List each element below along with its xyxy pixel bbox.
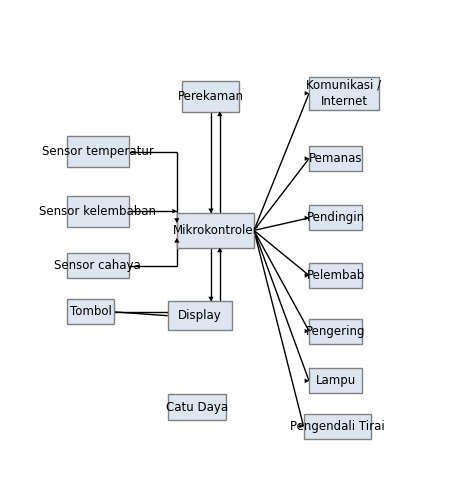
FancyBboxPatch shape <box>309 206 362 231</box>
Polygon shape <box>217 112 222 116</box>
FancyBboxPatch shape <box>177 213 254 248</box>
Text: Sensor cahaya: Sensor cahaya <box>55 259 141 272</box>
Text: Display: Display <box>178 309 222 322</box>
FancyBboxPatch shape <box>309 77 379 110</box>
Polygon shape <box>173 209 177 214</box>
Text: Pengering: Pengering <box>306 325 365 338</box>
FancyBboxPatch shape <box>66 196 129 227</box>
Polygon shape <box>305 273 309 278</box>
FancyBboxPatch shape <box>66 136 129 167</box>
Text: Sensor temperatur: Sensor temperatur <box>42 145 154 158</box>
Polygon shape <box>208 297 214 301</box>
Text: Pendingin: Pendingin <box>307 212 365 225</box>
Polygon shape <box>208 209 214 213</box>
Text: Komunikasi /
Internet: Komunikasi / Internet <box>306 79 382 108</box>
FancyBboxPatch shape <box>303 414 372 439</box>
FancyBboxPatch shape <box>182 81 239 112</box>
Polygon shape <box>174 238 180 243</box>
FancyBboxPatch shape <box>309 319 362 344</box>
Polygon shape <box>305 156 309 161</box>
Polygon shape <box>305 378 309 383</box>
Text: Pengendali Tirai: Pengendali Tirai <box>290 420 385 433</box>
Polygon shape <box>299 424 303 428</box>
Text: Perekaman: Perekaman <box>178 90 244 103</box>
FancyBboxPatch shape <box>168 301 232 330</box>
FancyBboxPatch shape <box>66 253 129 278</box>
Text: Pemanas: Pemanas <box>309 152 363 165</box>
FancyBboxPatch shape <box>66 299 114 324</box>
Text: Lampu: Lampu <box>316 374 356 387</box>
Polygon shape <box>174 218 180 223</box>
Polygon shape <box>305 216 309 220</box>
Polygon shape <box>305 329 309 333</box>
FancyBboxPatch shape <box>309 369 362 393</box>
FancyBboxPatch shape <box>309 146 362 171</box>
Text: Pelembab: Pelembab <box>307 269 365 282</box>
Text: Mikrokontroler: Mikrokontroler <box>173 224 258 237</box>
FancyBboxPatch shape <box>168 394 227 420</box>
Text: Catu Daya: Catu Daya <box>166 401 228 414</box>
Text: Sensor kelembaban: Sensor kelembaban <box>39 205 156 218</box>
Polygon shape <box>305 91 309 96</box>
Polygon shape <box>217 248 222 252</box>
FancyBboxPatch shape <box>309 263 362 288</box>
Text: Tombol: Tombol <box>70 305 111 318</box>
